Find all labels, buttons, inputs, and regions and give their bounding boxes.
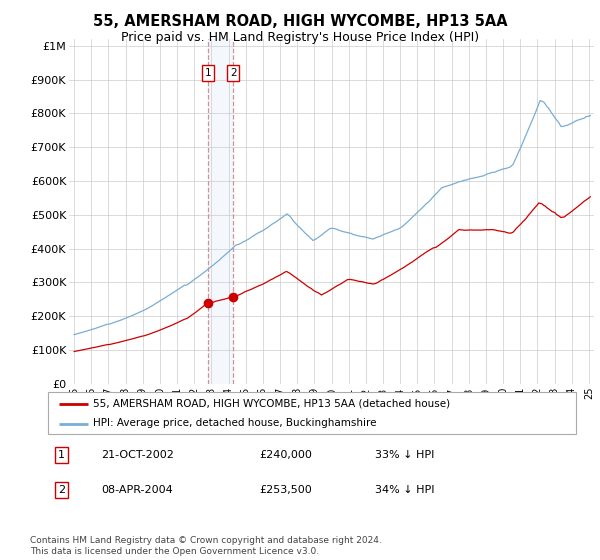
Text: £240,000: £240,000 <box>259 450 312 460</box>
Text: 34% ↓ HPI: 34% ↓ HPI <box>376 485 435 495</box>
Text: Contains HM Land Registry data © Crown copyright and database right 2024.
This d: Contains HM Land Registry data © Crown c… <box>30 536 382 556</box>
Text: 1: 1 <box>58 450 65 460</box>
Text: Price paid vs. HM Land Registry's House Price Index (HPI): Price paid vs. HM Land Registry's House … <box>121 31 479 44</box>
FancyBboxPatch shape <box>48 392 576 434</box>
Bar <box>208 39 233 384</box>
Text: 55, AMERSHAM ROAD, HIGH WYCOMBE, HP13 5AA (detached house): 55, AMERSHAM ROAD, HIGH WYCOMBE, HP13 5A… <box>93 399 450 409</box>
Text: 55, AMERSHAM ROAD, HIGH WYCOMBE, HP13 5AA: 55, AMERSHAM ROAD, HIGH WYCOMBE, HP13 5A… <box>92 14 508 29</box>
Text: 2: 2 <box>230 68 236 78</box>
Text: 1: 1 <box>205 68 211 78</box>
Text: £253,500: £253,500 <box>259 485 312 495</box>
Text: 08-APR-2004: 08-APR-2004 <box>101 485 173 495</box>
Text: 2: 2 <box>58 485 65 495</box>
Text: HPI: Average price, detached house, Buckinghamshire: HPI: Average price, detached house, Buck… <box>93 418 376 428</box>
Text: 33% ↓ HPI: 33% ↓ HPI <box>376 450 435 460</box>
Text: 21-OCT-2002: 21-OCT-2002 <box>101 450 173 460</box>
